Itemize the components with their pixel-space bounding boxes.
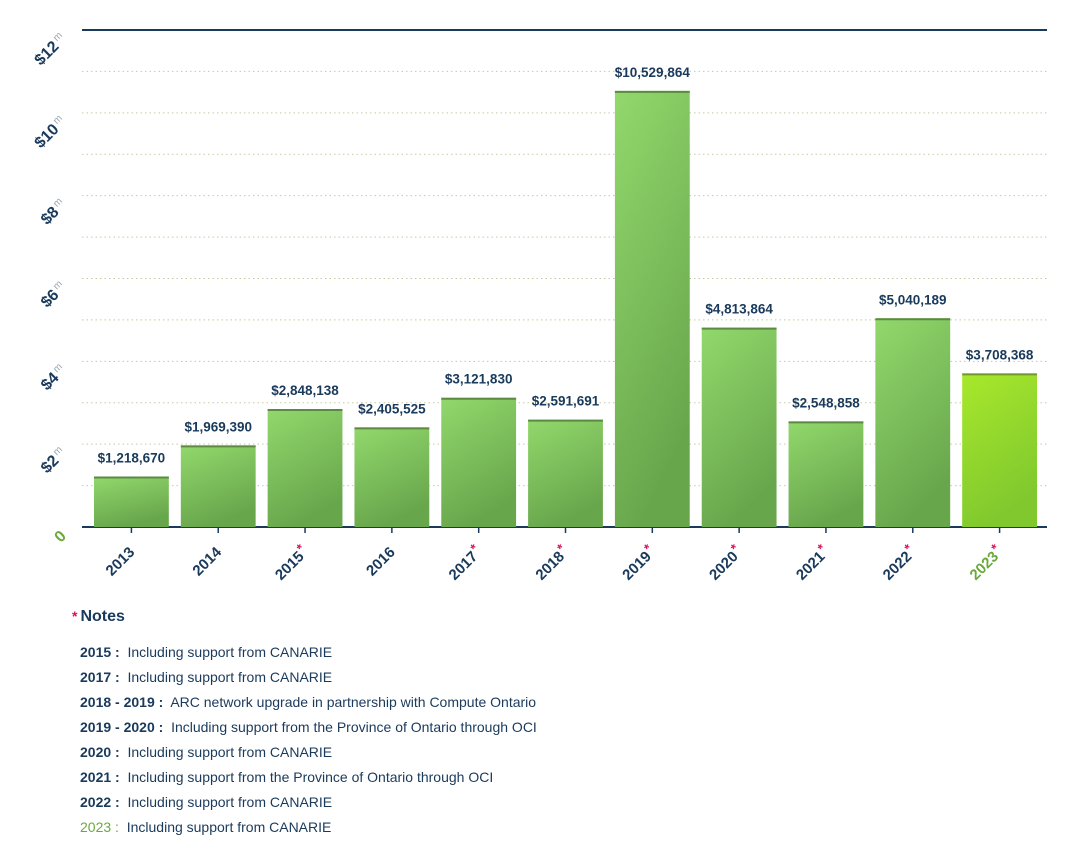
bar-value-label: $10,529,864 xyxy=(615,65,691,80)
y-tick-label: 0 xyxy=(52,528,70,546)
y-tick: $12m xyxy=(31,30,70,69)
y-tick-label: $2m xyxy=(37,444,70,477)
x-tick: 2018* xyxy=(530,540,573,583)
x-tick-label: 2018* xyxy=(530,540,573,583)
y-tick: $8m xyxy=(37,196,70,229)
note-item: 2017 : Including support from CANARIE xyxy=(80,669,332,685)
note-years: 2022 : xyxy=(80,794,120,810)
note-years: 2020 : xyxy=(80,744,120,760)
note-years: 2021 : xyxy=(80,769,120,785)
x-tick-label: 2019* xyxy=(616,540,659,583)
bars: $1,218,670 $1,969,390 $2,848,138 $2,405,525… xyxy=(94,65,1037,528)
note-item: 2021 : Including support from the Provin… xyxy=(80,769,493,785)
bar xyxy=(267,409,343,527)
note-text: Including support from the Province of O… xyxy=(127,769,494,785)
notes-title: Notes xyxy=(80,608,125,625)
y-tick: $4m xyxy=(37,361,70,394)
bar xyxy=(614,90,690,528)
y-axis-ticks: 0 $2m $4m $6m $8m $10m $12m xyxy=(31,30,70,546)
y-tick: 0 xyxy=(52,528,70,546)
note-years: 2019 - 2020 : xyxy=(80,719,164,735)
bar-value-label: $3,121,830 xyxy=(445,372,513,387)
y-tick-label: $8m xyxy=(37,196,70,229)
x-tick-label: 2023* xyxy=(964,540,1007,583)
x-tick: 2023* xyxy=(964,540,1007,583)
x-tick: 2013 xyxy=(103,544,139,580)
x-tick: 2022* xyxy=(877,540,920,583)
bar-value-label: $2,405,525 xyxy=(358,401,426,416)
bar xyxy=(354,427,430,527)
note-text: Including support from CANARIE xyxy=(127,794,333,810)
x-tick-label: 2013 xyxy=(103,544,139,580)
y-tick: $2m xyxy=(37,444,70,477)
bar-value-label: $2,548,858 xyxy=(792,395,860,410)
note-years: 2023 : xyxy=(80,819,119,835)
note-item: 2019 - 2020 : Including support from the… xyxy=(80,719,537,735)
x-axis-labels: 2013 2014 2015* 2016 2017* 2018* 2019* 2020* 202… xyxy=(103,527,1007,584)
bar xyxy=(94,476,169,527)
note-item: 2022 : Including support from CANARIE xyxy=(80,794,332,810)
bar-value-label: $1,218,670 xyxy=(98,451,166,466)
note-text: Including support from CANARIE xyxy=(127,744,333,760)
x-tick: 2014 xyxy=(189,543,225,579)
bar-chart: $1,218,670 $1,969,390 $2,848,138 $2,405,525… xyxy=(31,29,1047,584)
x-tick: 2020* xyxy=(703,540,746,583)
bar-value-label: $2,848,138 xyxy=(271,383,339,398)
x-tick: 2017* xyxy=(443,540,486,583)
y-tick-label: $6m xyxy=(37,279,70,312)
note-text: Including support from CANARIE xyxy=(126,819,332,835)
x-tick-label: 2015* xyxy=(269,540,312,583)
bar xyxy=(788,421,864,527)
note-text: Including support from the Province of O… xyxy=(171,719,537,735)
x-tick: 2015* xyxy=(269,540,312,583)
bar-value-label: $1,969,390 xyxy=(184,419,252,434)
x-tick-label: 2017* xyxy=(443,540,486,583)
y-tick-label: $4m xyxy=(37,361,70,394)
note-text: Including support from CANARIE xyxy=(127,669,333,685)
note-item: 2023 : Including support from CANARIE xyxy=(80,819,331,835)
bar xyxy=(875,318,951,527)
y-tick-label: $12m xyxy=(31,30,70,69)
y-tick-label: $10m xyxy=(31,113,70,152)
bar xyxy=(180,445,256,527)
notes-star: * xyxy=(72,608,78,624)
bar-value-label: $2,591,691 xyxy=(532,394,600,409)
note-item: 2015 : Including support from CANARIE xyxy=(80,644,332,660)
bar xyxy=(701,327,777,527)
note-text: ARC network upgrade in partnership with … xyxy=(170,694,537,710)
notes-heading: * Notes xyxy=(72,608,125,626)
y-tick: $10m xyxy=(31,113,70,152)
note-item: 2020 : Including support from CANARIE xyxy=(80,744,332,760)
x-tick: 2016 xyxy=(363,544,399,580)
x-tick-label: 2014 xyxy=(189,543,225,579)
note-item: 2018 - 2019 : ARC network upgrade in par… xyxy=(80,694,536,710)
bar-value-label: $4,813,864 xyxy=(705,302,773,317)
note-years: 2015 : xyxy=(80,644,120,660)
bar-value-label: $5,040,189 xyxy=(879,292,947,307)
x-tick-label: 2016 xyxy=(363,544,399,580)
note-years: 2018 - 2019 : xyxy=(80,694,164,710)
x-tick-label: 2021* xyxy=(790,540,833,583)
note-years: 2017 : xyxy=(80,669,120,685)
y-tick: $6m xyxy=(37,279,70,312)
x-tick-label: 2022* xyxy=(877,540,920,583)
bar-value-label: $3,708,368 xyxy=(966,347,1034,362)
x-tick-label: 2020* xyxy=(703,540,746,583)
x-tick: 2021* xyxy=(790,540,833,583)
bar xyxy=(441,397,517,527)
bar xyxy=(528,419,603,527)
note-text: Including support from CANARIE xyxy=(127,644,333,660)
bar xyxy=(962,373,1037,527)
notes-section: * Notes 2015 : Including support from CAN… xyxy=(72,608,537,835)
x-tick: 2019* xyxy=(616,540,659,583)
